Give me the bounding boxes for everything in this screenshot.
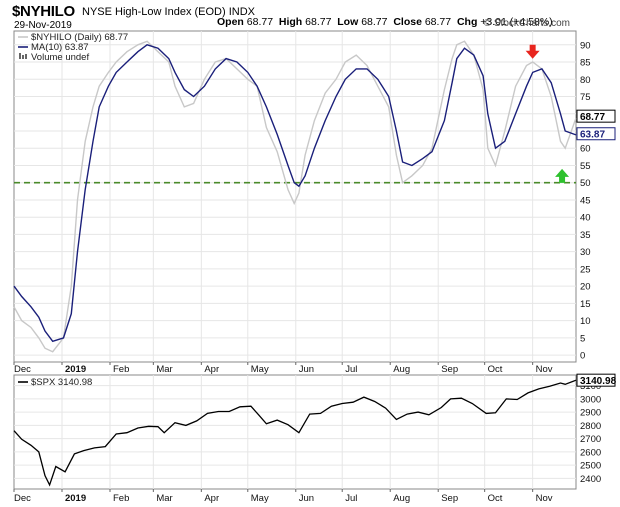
x-tick-label: Apr <box>204 493 219 504</box>
x-tick-label: Nov <box>536 493 553 504</box>
symbol-description: NYSE High-Low Index (EOD) INDX <box>82 6 255 18</box>
high-label: High <box>278 16 303 28</box>
credit-text: © StockCharts.com <box>483 18 570 29</box>
y-tick-label: 20 <box>580 282 591 293</box>
y-tick-label: 2400 <box>580 474 601 485</box>
nyhilo-last-value: 68.77 <box>580 112 605 123</box>
y-tick-label: 3000 <box>580 394 601 405</box>
y-tick-label: 50 <box>580 178 591 189</box>
x-tick-label: May <box>251 364 269 375</box>
low-label: Low <box>337 16 359 28</box>
spx-last-value-tags: 3140.98 <box>576 373 617 387</box>
y-tick-label: 10 <box>580 316 591 327</box>
spx-last-value: 3140.98 <box>580 376 617 387</box>
spx-series-line <box>13 379 577 487</box>
nyhilo-x-axis-labels: Dec 2019 Feb Mar Apr May Jun Jul Aug Sep Oct Nov <box>14 364 553 375</box>
x-tick-label: Apr <box>204 364 219 375</box>
x-tick-label: Jun <box>299 493 314 504</box>
ohlc-readout: Open 68.77 High 68.77 Low 68.77 Close 68… <box>217 16 553 28</box>
x-tick-label: Mar <box>156 493 172 504</box>
x-tick-label: Jun <box>299 364 314 375</box>
y-tick-label: 2700 <box>580 434 601 445</box>
ma-last-value-box <box>576 127 616 141</box>
y-tick-label: 2500 <box>580 461 601 472</box>
spx-last-value-box <box>576 373 616 387</box>
legend-main-text: $NYHILO (Daily) 68.77 <box>31 32 128 43</box>
legend-volume-swatch-2 <box>22 55 24 59</box>
y-tick-label: 40 <box>580 213 591 224</box>
x-tick-label: Mar <box>156 364 172 375</box>
spx-panel-frame <box>13 374 577 490</box>
y-tick-label: 0 <box>580 351 585 362</box>
nyhilo-last-value-box <box>576 109 616 123</box>
x-tick-label: Sep <box>441 493 458 504</box>
arrow-down-marker <box>525 44 540 59</box>
x-tick-label: Feb <box>113 493 129 504</box>
y-tick-label: 5 <box>580 333 585 344</box>
nyhilo-panel: 051015202530354045505560657075808590 68.… <box>13 30 616 375</box>
x-tick-label: Nov <box>536 364 553 375</box>
nyhilo-legend: $NYHILO (Daily) 68.77 MA(10) 63.87 Volum… <box>18 32 128 63</box>
ma-last-value: 63.87 <box>580 130 605 141</box>
x-tick-label: Oct <box>488 493 503 504</box>
y-tick-label: 60 <box>580 144 591 155</box>
legend-volume-text: Volume undef <box>31 52 89 63</box>
nyhilo-last-value-tags: 68.77 63.87 <box>576 109 616 141</box>
y-tick-label: 25 <box>580 264 591 275</box>
x-tick-label: Aug <box>393 493 410 504</box>
y-tick-label: 2600 <box>580 447 601 458</box>
spx-legend: $SPX 3140.98 <box>18 377 92 388</box>
legend-spx-text: $SPX 3140.98 <box>31 377 92 388</box>
y-tick-label: 85 <box>580 58 591 69</box>
annotation-arrows <box>525 44 570 183</box>
date-label: 29-Nov-2019 <box>14 20 72 31</box>
open-label: Open <box>217 16 244 28</box>
x-tick-label: Feb <box>113 364 129 375</box>
y-tick-label: 45 <box>580 195 591 206</box>
spx-y-ticks: 24002500260027002800290030003100 <box>580 381 601 485</box>
open-value: 68.77 <box>246 16 274 28</box>
nyhilo-y-ticks: 051015202530354045505560657075808590 <box>580 40 591 361</box>
nyhilo-series-line <box>13 40 577 353</box>
legend-ma-text: MA(10) 63.87 <box>31 42 89 53</box>
x-tick-label: Aug <box>393 364 410 375</box>
y-tick-label: 2900 <box>580 408 601 419</box>
x-tick-label: Oct <box>488 364 503 375</box>
y-tick-label: 55 <box>580 161 591 172</box>
x-tick-label: Jul <box>345 364 357 375</box>
nyhilo-panel-frame <box>13 30 577 363</box>
y-tick-label: 30 <box>580 247 591 258</box>
spx-panel: 24002500260027002800290030003100 3140.98… <box>13 373 617 504</box>
spx-grid <box>13 375 576 492</box>
y-tick-label: 90 <box>580 40 591 51</box>
y-tick-label: 15 <box>580 299 591 310</box>
x-tick-label: Sep <box>441 364 458 375</box>
close-value: 68.77 <box>424 16 452 28</box>
y-tick-label: 75 <box>580 92 591 103</box>
x-tick-label: 2019 <box>65 493 86 504</box>
x-tick-label: 2019 <box>65 364 86 375</box>
y-tick-label: 35 <box>580 230 591 241</box>
chg-value: +3.01 (+4.58%) <box>480 16 553 28</box>
legend-volume-swatch <box>19 53 21 59</box>
low-value: 68.77 <box>361 16 388 28</box>
nyhilo-grid <box>13 31 576 365</box>
description-text: NYSE High-Low Index (EOD) <box>82 6 226 18</box>
close-label: Close <box>393 16 422 28</box>
x-tick-label: May <box>251 493 269 504</box>
x-tick-label: Jul <box>345 493 357 504</box>
y-tick-label: 80 <box>580 75 591 86</box>
high-value: 68.77 <box>305 16 332 28</box>
ma-series-line <box>13 44 577 343</box>
x-tick-label: Dec <box>14 493 31 504</box>
arrow-up-marker <box>555 168 570 183</box>
chg-label: Chg <box>456 16 478 28</box>
y-tick-label: 2800 <box>580 421 601 432</box>
legend-volume-swatch-3 <box>25 54 27 59</box>
x-tick-label: Dec <box>14 364 31 375</box>
spx-x-axis-labels: Dec 2019 Feb Mar Apr May Jun Jul Aug Sep Oct Nov <box>14 493 553 504</box>
exchange-text: INDX <box>228 6 256 18</box>
symbol-title: $NYHILO <box>12 3 75 20</box>
